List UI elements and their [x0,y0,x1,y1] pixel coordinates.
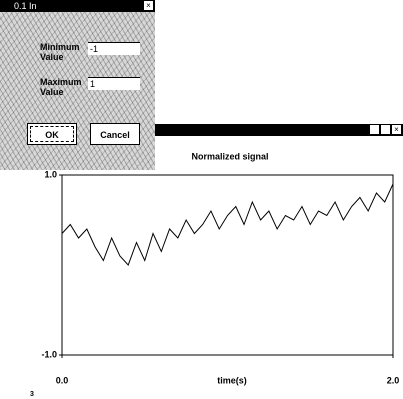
x-tick-label: 2.0 [387,375,400,385]
text-input[interactable]: -1 [88,42,140,55]
close-button[interactable]: × [392,125,401,134]
x-tick-label: 0.0 [56,375,69,385]
dialog-title: 0.1 In [0,1,37,11]
y-tick-label: -1.0 [41,349,57,359]
dialog-titlebar: 0.1 In × [0,0,155,12]
x-axis-label: time(s) [217,375,247,385]
plot-frame [62,175,393,355]
y-tick-label: 1.0 [44,169,57,179]
chart: Normalized signal time(s) 3 -1.0 1.0 0.0 2.… [0,136,403,399]
text-input[interactable]: 1 [88,77,140,90]
chart-title: Normalized signal [191,151,268,161]
maximize-button[interactable] [381,125,390,134]
corner-mark: 3 [30,391,34,398]
page: {"dialog": {"title": "0.1 In", "fields":… [0,0,403,399]
close-button[interactable]: × [144,1,153,10]
field-label: Maximum Value [40,77,80,97]
plot-window-titlebar: × [155,124,403,136]
signal-line [62,184,393,265]
field-label: Minimum Value [40,42,80,62]
minimize-button[interactable] [370,125,379,134]
